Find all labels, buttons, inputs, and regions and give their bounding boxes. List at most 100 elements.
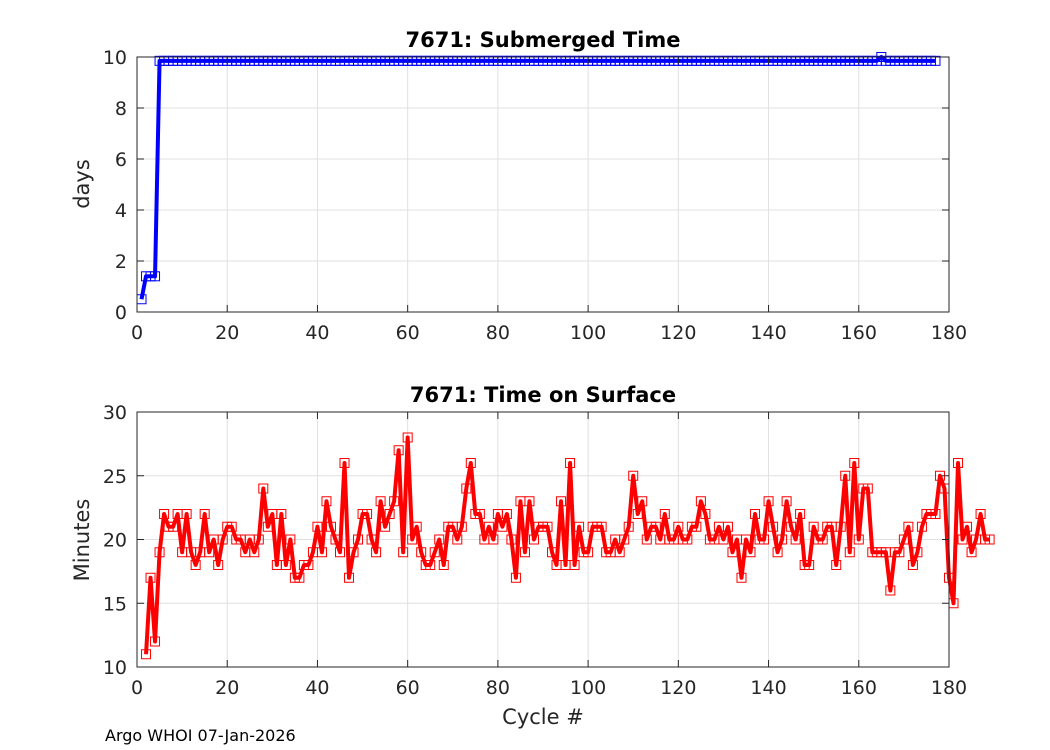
data-point-marker: [840, 470, 851, 481]
data-point-marker: [565, 458, 576, 468]
data-point-marker: [389, 496, 400, 507]
axes-box: [136, 56, 950, 313]
data-point-marker: [808, 521, 819, 532]
data-point-marker: [736, 572, 747, 583]
data-point-marker: [596, 521, 607, 532]
data-point-marker: [700, 509, 711, 519]
data-point-marker: [253, 534, 264, 545]
data-point-marker: [682, 534, 693, 545]
submerged-time-chart: 0 20 40 60 80 100 120 140 160 180 0 2 4 6 8 10 7671: Su…: [70, 28, 967, 344]
data-point-marker: [759, 534, 770, 545]
data-point-marker: [691, 521, 702, 532]
x-tick-label: 20: [215, 677, 239, 699]
data-point-marker: [795, 509, 806, 519]
data-point-marker: [984, 534, 995, 545]
x-tick-label: 80: [486, 677, 510, 699]
ticks: 0 20 40 60 80 100 120 140 160 180 0 2 4 6 8 10: [103, 47, 967, 344]
chart-title: 7671: Time on Surface: [410, 383, 676, 407]
data-point-marker: [425, 560, 436, 570]
data-point-marker: [727, 547, 738, 558]
y-tick-label: 0: [115, 302, 127, 324]
x-tick-label: 60: [396, 677, 420, 699]
data-point-marker: [321, 496, 332, 507]
data-point-marker: [226, 521, 237, 532]
data-point-marker: [452, 534, 463, 545]
time-on-surface-chart: 0 20 40 60 80 100 120 140 160 180 10 15 20 25 30 7671:…: [70, 383, 995, 729]
data-point-marker: [930, 55, 941, 66]
data-point-marker: [894, 547, 905, 558]
data-point-marker: [461, 483, 472, 494]
data-point-marker: [790, 534, 801, 545]
data-point-marker: [456, 521, 467, 532]
y-tick-label: 10: [103, 657, 127, 679]
x-tick-label: 120: [660, 322, 696, 344]
data-point-marker: [339, 458, 350, 468]
data-point-marker: [957, 534, 968, 545]
data-point-marker: [190, 560, 201, 570]
chart-title: 7671: Submerged Time: [405, 28, 680, 52]
y-tick-label: 2: [115, 251, 127, 273]
x-tick-label: 60: [396, 322, 420, 344]
data-point-marker: [556, 496, 567, 507]
data-point-marker: [898, 534, 909, 545]
data-point-marker: [429, 547, 440, 558]
data-point-marker: [930, 509, 941, 519]
data-point-marker: [438, 560, 449, 570]
data-point-marker: [907, 560, 918, 570]
data-point-marker: [154, 547, 165, 558]
data-point-marker: [519, 547, 530, 558]
data-point-marker: [745, 547, 756, 558]
x-tick-label: 160: [841, 322, 877, 344]
data-point-marker: [344, 572, 355, 583]
data-point-marker: [632, 509, 643, 519]
data-point-marker: [628, 470, 639, 481]
data-point-marker: [650, 521, 661, 532]
data-point-marker: [583, 547, 594, 558]
data-point-marker: [258, 483, 269, 494]
data-point-marker: [975, 509, 986, 519]
data-point-marker: [695, 496, 706, 507]
data-point-marker: [835, 521, 846, 532]
data-point-marker: [614, 547, 625, 558]
data-point-marker: [741, 534, 751, 545]
x-tick-label: 140: [750, 322, 786, 344]
x-tick-label: 40: [305, 677, 329, 699]
data-point-marker: [375, 496, 386, 507]
data-point-marker: [718, 534, 729, 545]
data-point-marker: [528, 534, 539, 545]
x-tick-label: 180: [931, 322, 967, 344]
x-tick-label: 120: [660, 677, 696, 699]
grid: [137, 57, 949, 312]
data-point-marker: [371, 547, 382, 558]
x-tick-label: 20: [215, 322, 239, 344]
data-point-marker: [817, 534, 828, 545]
data-point-marker: [398, 547, 409, 558]
data-point-marker: [335, 547, 345, 558]
data-point-marker: [786, 521, 797, 532]
y-tick-label: 15: [103, 593, 127, 615]
data-point-marker: [569, 560, 580, 570]
data-point-marker: [506, 534, 517, 545]
data-point-marker: [862, 483, 873, 494]
data-point-marker: [150, 636, 161, 647]
data-point-marker: [510, 572, 521, 583]
data-point-marker: [380, 521, 391, 532]
x-tick-label: 160: [841, 677, 877, 699]
data-point-marker: [853, 534, 864, 545]
data-point-marker: [574, 521, 585, 532]
data-point-marker: [159, 509, 170, 519]
data-point-marker: [953, 458, 964, 468]
data-point-marker: [353, 534, 364, 545]
data-point-marker: [150, 271, 161, 282]
data-point-marker: [303, 560, 314, 570]
data-point-marker: [330, 534, 341, 545]
ticks: 0 20 40 60 80 100 120 140 160 180 10 15 20 25 30: [103, 402, 967, 699]
y-tick-label: 20: [103, 530, 127, 552]
y-axis-label: days: [70, 159, 94, 209]
footer-credit: Argo WHOI 07-Jan-2026: [105, 726, 296, 745]
y-tick-label: 4: [115, 200, 127, 222]
data-point-marker: [849, 458, 860, 468]
data-point-marker: [962, 521, 973, 532]
data-point-marker: [411, 521, 422, 532]
